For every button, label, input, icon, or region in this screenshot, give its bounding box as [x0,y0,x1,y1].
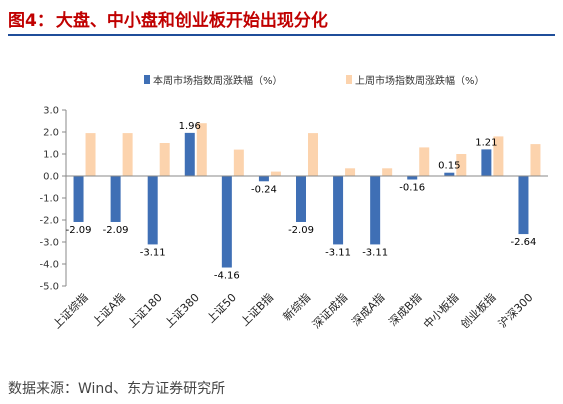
bar-current-week [258,176,269,182]
data-label-current-week: -0.24 [251,184,277,195]
bar-current-week [370,176,381,245]
x-tick-label: 深成B指 [386,290,425,329]
bar-previous-week [196,123,207,176]
y-tick-label: 3.0 [43,106,59,117]
bar-current-week [518,176,529,235]
bar-previous-week [233,149,244,176]
title-rule [8,34,555,36]
bar-current-week [296,176,306,222]
bar-current-week [444,172,455,176]
data-label-current-week: -2.64 [511,237,537,248]
data-label-current-week: -4.16 [214,271,240,282]
x-tick-label: 上证380 [162,291,202,331]
bar-previous-week [308,133,318,176]
legend-swatch-current-week [144,75,150,84]
x-tick-label: 深证成指 [309,290,350,331]
data-label-current-week: -3.11 [140,247,166,258]
y-tick-label: -4.0 [39,260,59,271]
data-label-current-week: 0.15 [438,161,460,172]
data-label-current-week: -2.09 [103,225,129,236]
bar-current-week [110,176,121,222]
x-tick-label: 中小板指 [420,290,461,331]
bar-current-week [481,149,492,176]
data-label-current-week: -3.11 [362,247,388,258]
bar-previous-week [530,144,541,176]
data-label-current-week: 1.96 [179,121,201,132]
x-tick-label: 上证180 [125,291,165,331]
data-label-current-week: -2.09 [66,225,92,236]
y-tick-label: 2.0 [43,128,59,139]
bar-previous-week [419,147,430,176]
bar-current-week [73,176,84,222]
y-tick-label: 1.0 [43,150,59,161]
bar-previous-week [345,168,356,176]
y-tick-label: -2.0 [39,216,59,227]
bar-current-week [407,176,418,180]
legend-item-previous-week: 上周市场指数周涨跌幅（%） [346,72,485,87]
x-tick-label: 创业板指 [457,290,498,331]
data-label-current-week: 1.21 [475,137,497,148]
x-tick-label: 深成A指 [349,290,388,329]
y-tick-label: -1.0 [39,194,59,205]
x-tick-label: 上证综指 [50,290,91,331]
x-tick-label: 新综指 [280,290,313,323]
legend-swatch-previous-week [346,75,352,84]
data-source-note: 数据来源：Wind、东方证券研究所 [8,381,226,397]
legend-label-current-week: 本周市场指数周涨跌幅（%） [153,76,283,87]
figure-number: 图4： [8,11,54,31]
y-tick-label: -5.0 [39,282,59,293]
x-tick-label: 沪深300 [495,290,535,330]
bar-current-week [333,176,344,245]
data-label-current-week: -3.11 [325,247,351,258]
bar-current-week [184,132,195,176]
y-tick-label: 0.0 [43,172,59,183]
bar-previous-week [493,136,504,176]
bar-previous-week [382,168,393,176]
bar-previous-week [456,154,467,176]
bar-previous-week [85,133,96,176]
legend-label-previous-week: 上周市场指数周涨跌幅（%） [355,76,485,87]
bar-previous-week [159,143,170,176]
legend-item-current-week: 本周市场指数周涨跌幅（%） [144,72,283,87]
data-label-current-week: -0.16 [399,183,425,194]
bar-current-week [221,176,232,268]
bar-previous-week [270,171,281,176]
bar-previous-week [122,133,133,176]
bar-current-week [147,176,158,245]
y-tick-label: -3.0 [39,238,59,249]
x-tick-label: 上证50 [204,291,239,326]
x-tick-label: 上证B指 [237,290,276,329]
figure-title-text: 大盘、中小盘和创业板开始出现分化 [55,11,328,31]
data-label-current-week: -2.09 [288,225,314,236]
x-tick-label: 上证A指 [89,290,128,329]
figure-title: 图4： 大盘、中小盘和创业板开始出现分化 [8,6,328,31]
